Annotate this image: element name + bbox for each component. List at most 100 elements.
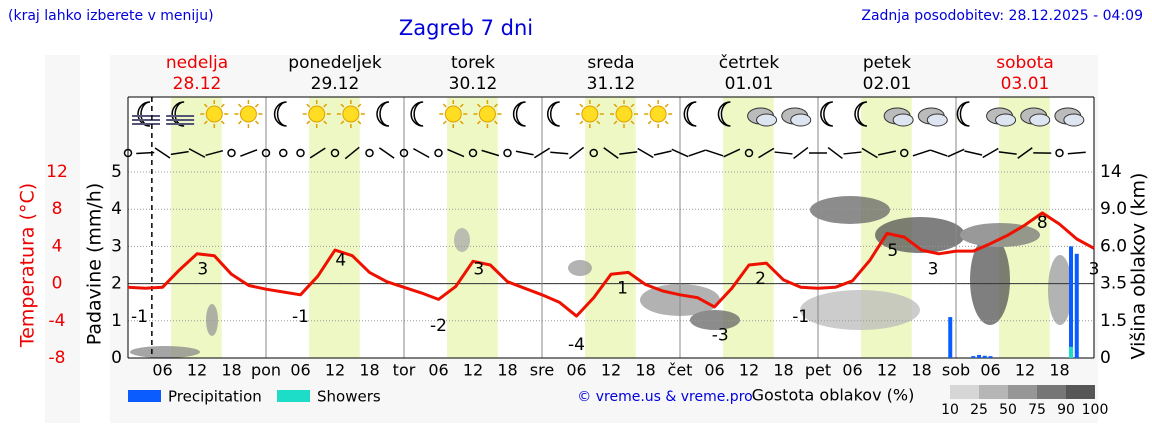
legend-swatch	[277, 390, 310, 402]
daylight-band	[585, 97, 636, 358]
temp-tick-label: -4	[49, 311, 66, 331]
precipitation-bar	[971, 356, 976, 358]
barb	[533, 147, 551, 159]
cloud-legend-box	[1008, 385, 1037, 399]
day-date: 29.12	[311, 74, 360, 94]
barb	[861, 147, 878, 159]
barb	[998, 151, 1017, 155]
y-tick-label: 3	[111, 236, 122, 256]
x-tick-label: 06	[704, 361, 724, 380]
x-tick-label: 06	[290, 361, 310, 380]
calm	[279, 148, 288, 158]
sun-ray	[254, 120, 259, 125]
sun-ray	[237, 103, 242, 108]
sun-ray	[647, 120, 652, 125]
cloud-legend-tick: 90	[1057, 402, 1075, 418]
moon	[376, 101, 390, 127]
y-tick-label: 5	[111, 162, 122, 182]
day-name: petek	[863, 53, 911, 73]
x-tick-label: 18	[1049, 361, 1069, 380]
x-tick-label: 12	[877, 361, 897, 380]
sun-ray	[357, 120, 362, 125]
calm	[744, 148, 754, 158]
temp-annotation: 1	[617, 278, 628, 298]
calm	[123, 148, 133, 158]
x-tick-label: sre	[530, 361, 554, 380]
menu-note: (kraj lahko izberete v meniju)	[8, 8, 214, 24]
day-name: nedelja	[166, 53, 228, 73]
temp-tick-label: 4	[52, 236, 63, 256]
calm	[330, 148, 340, 158]
barb	[705, 149, 724, 157]
sun-ray	[442, 103, 447, 108]
x-tick-label: pet	[805, 361, 831, 380]
cloud-legend-box	[979, 385, 1008, 399]
update-time: Zadnja posodobitev: 28.12.2025 - 04:09	[861, 8, 1143, 24]
barb	[947, 148, 965, 158]
barb	[154, 147, 171, 159]
barb	[603, 147, 619, 159]
temp-annotation: 3	[928, 260, 939, 280]
cloud-icon	[1029, 113, 1051, 127]
y2-tick-label: 3.5	[1100, 274, 1127, 294]
y2-axis-label: Višina oblakov (km)	[1128, 173, 1150, 360]
x-tick-label: tor	[393, 361, 416, 380]
day-name: torek	[451, 53, 495, 73]
precipitation-bar	[982, 355, 987, 358]
barb	[878, 150, 896, 156]
temp-tick-label: -8	[49, 348, 66, 368]
temp-annotation: -4	[568, 335, 585, 355]
temp-annotation: -1	[131, 307, 148, 327]
day-date: 31.12	[587, 74, 636, 94]
calm	[365, 148, 374, 158]
x-tick-label: 12	[325, 361, 345, 380]
barb	[309, 147, 326, 159]
barb	[912, 149, 931, 157]
sun	[308, 105, 326, 123]
calm	[468, 148, 478, 158]
cloud-icon	[892, 113, 914, 127]
sun-ray	[664, 103, 669, 108]
barb	[378, 147, 395, 159]
day-name: sobota	[996, 53, 1054, 73]
moon	[854, 101, 868, 127]
calm	[589, 148, 598, 158]
temp-annotation: 2	[755, 269, 766, 289]
barb	[793, 146, 809, 160]
moon	[512, 101, 526, 127]
calm	[296, 148, 305, 158]
x-tick-label: 06	[980, 361, 1000, 380]
temp-tick-label: 8	[52, 199, 63, 219]
precipitation-bar	[948, 317, 953, 358]
sun-ray	[579, 120, 584, 125]
precipitation-bar	[988, 356, 993, 358]
barb	[827, 146, 843, 160]
barb	[170, 150, 189, 156]
x-tick-label: 18	[911, 361, 931, 380]
y-tick-label: 4	[111, 199, 122, 219]
barb	[929, 149, 948, 157]
calm	[1055, 148, 1064, 158]
barb	[413, 147, 430, 159]
moon	[820, 101, 833, 127]
sun-ray	[203, 120, 208, 125]
moon	[546, 101, 560, 127]
credit: © vreme.us & vreme.pro	[577, 389, 752, 405]
barb	[723, 148, 741, 158]
x-tick-label: 18	[497, 361, 517, 380]
x-tick-label: 18	[221, 361, 241, 380]
sun-ray	[630, 120, 635, 125]
barb	[671, 148, 689, 158]
sun-ray	[306, 120, 311, 125]
daylight-band	[309, 97, 360, 358]
temp-tick-label: 0	[52, 274, 63, 294]
sun-ray	[237, 120, 242, 125]
legend-swatch	[128, 390, 161, 402]
day-name: ponedeljek	[288, 53, 382, 73]
sun-ray	[254, 103, 259, 108]
x-tick-label: 12	[601, 361, 621, 380]
x-tick-label: 18	[359, 361, 379, 380]
cloud-icon	[1063, 113, 1085, 127]
x-tick-label: 06	[152, 361, 172, 380]
sun-ray	[459, 120, 464, 125]
